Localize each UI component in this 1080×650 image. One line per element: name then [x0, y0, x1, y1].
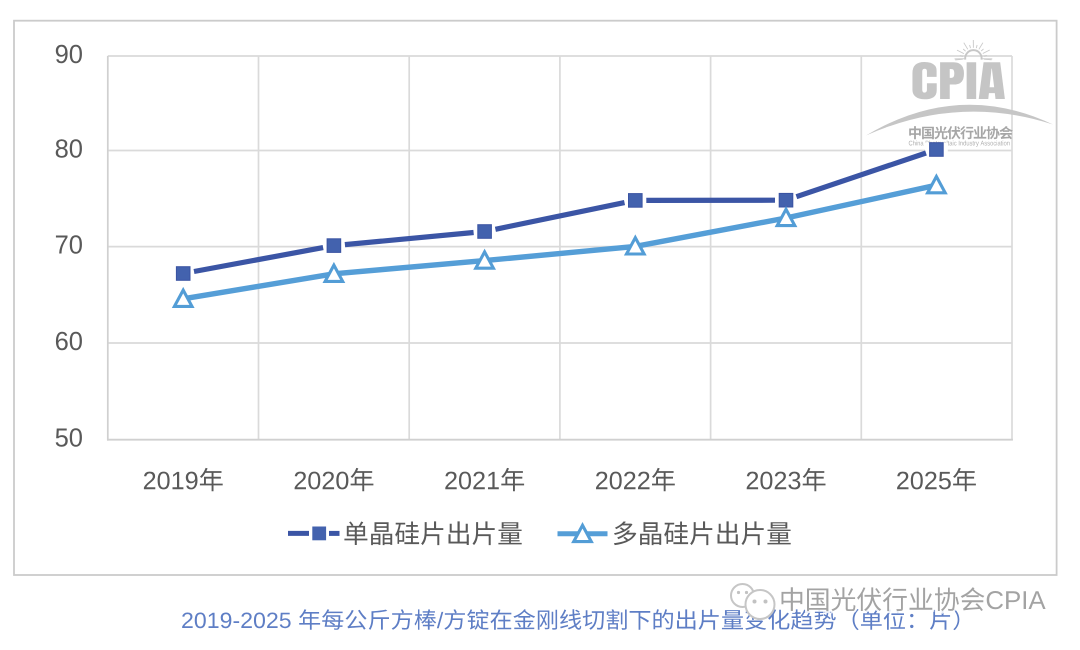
svg-text:60: 60 [55, 328, 83, 356]
svg-text:70: 70 [55, 232, 83, 260]
svg-text:80: 80 [55, 136, 83, 164]
svg-text:50: 50 [55, 425, 83, 453]
svg-text:90: 90 [55, 41, 83, 69]
